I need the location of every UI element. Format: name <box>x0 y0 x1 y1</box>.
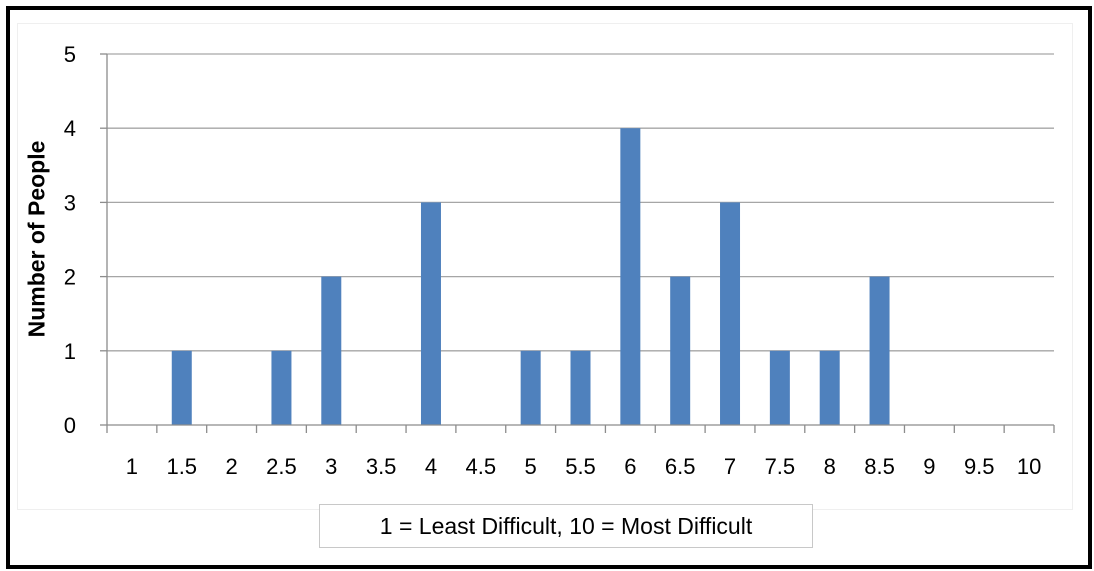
x-tick-label: 2.5 <box>266 454 297 479</box>
x-tick-label: 1.5 <box>166 454 197 479</box>
chart-area <box>18 24 1072 509</box>
x-tick-label: 7.5 <box>765 454 796 479</box>
x-tick-label: 5.5 <box>565 454 596 479</box>
y-tick-label: 3 <box>64 190 76 215</box>
x-tick-label: 8.5 <box>864 454 895 479</box>
x-tick-label: 8 <box>824 454 836 479</box>
y-tick-label: 0 <box>64 413 76 438</box>
x-tick-label: 6 <box>624 454 636 479</box>
y-tick-label: 5 <box>64 42 76 67</box>
x-tick-label: 7 <box>724 454 736 479</box>
x-tick-label: 3 <box>325 454 337 479</box>
bar-5 <box>520 350 541 425</box>
x-axis-label: 1 = Least Difficult, 10 = Most Difficult <box>319 504 813 548</box>
y-tick-labels: 0 1 2 3 4 5 <box>64 42 76 438</box>
bar-5.5 <box>570 350 591 425</box>
bar-6.5 <box>670 276 691 425</box>
bar-2.5 <box>271 350 292 425</box>
gridlines <box>107 53 1054 352</box>
bar-6 <box>620 128 641 425</box>
x-tick-label: 6.5 <box>665 454 696 479</box>
x-tick-label: 4.5 <box>466 454 497 479</box>
bar-3 <box>321 276 342 425</box>
x-tick-label: 3.5 <box>366 454 397 479</box>
bar-8.5 <box>869 276 890 425</box>
x-tick-label: 10 <box>1017 454 1041 479</box>
x-tick-label: 9 <box>923 454 935 479</box>
x-tick-label: 9.5 <box>964 454 995 479</box>
x-tick-label: 5 <box>525 454 537 479</box>
bar-1.5 <box>171 350 192 425</box>
axes <box>100 53 1055 433</box>
x-tick-label: 1 <box>126 454 138 479</box>
bars <box>171 128 890 425</box>
y-tick-label: 4 <box>64 116 76 141</box>
x-tick-label: 2 <box>225 454 237 479</box>
y-axis-label: Number of People <box>23 140 50 338</box>
chart-frame <box>6 6 1092 569</box>
x-tick-label: 4 <box>425 454 437 479</box>
bar-4 <box>420 202 441 425</box>
y-tick-label: 1 <box>64 339 76 364</box>
x-tick-labels: 1 1.5 2 2.5 3 3.5 4 4.5 5 5.5 6 6.5 7 7.5 8 8.5 9 9.5 10 <box>126 454 1042 479</box>
bar-8 <box>819 350 840 425</box>
bar-7 <box>720 202 741 425</box>
bar-7.5 <box>769 350 790 425</box>
y-tick-label: 2 <box>64 265 76 290</box>
